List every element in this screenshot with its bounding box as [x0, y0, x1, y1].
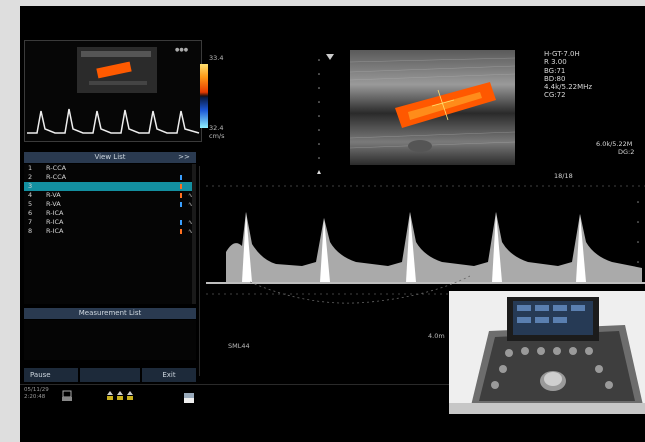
list-item[interactable]: 5 R-VA ∿ — [28, 200, 194, 208]
waveform-icon: ∿ — [188, 219, 194, 226]
spectral-doppler-waveform[interactable] — [206, 182, 645, 302]
frame-counter: 18/18 — [554, 172, 573, 180]
date-time: 05/11/29 2:20:48 — [24, 387, 49, 401]
image-parameters: H-GT-7.0H R 3.00 BG:71 BD:80 4.4k/5.22MH… — [544, 50, 593, 100]
storage-icon — [184, 393, 194, 403]
depth-label: 4.0m — [428, 332, 445, 340]
probe-status-icon — [107, 391, 133, 400]
color-indicator-icon — [180, 229, 182, 234]
color-indicator-icon — [180, 193, 182, 198]
color-scale-mid: 32.4 — [209, 124, 224, 132]
status-bar — [20, 384, 645, 409]
view-list-expand-icon[interactable]: >> — [178, 153, 190, 161]
date-text: 05/11/29 — [24, 387, 49, 393]
list-item[interactable]: 6 R-ICA — [28, 209, 64, 217]
list-item[interactable]: 2 R-CCA — [24, 173, 196, 182]
ultrasound-screen: ●●● 33.4 32.4 cm/s View List >> 1 R-CCA 2… — [20, 6, 645, 442]
blank-button[interactable] — [80, 368, 140, 382]
focus-marker-icon — [326, 54, 334, 60]
color-doppler-image[interactable] — [350, 50, 515, 165]
preview-thumbnail[interactable]: ●●● — [24, 40, 202, 142]
list-item-selected[interactable]: 3 — [24, 182, 196, 191]
panel-divider — [199, 166, 200, 376]
view-list-scrollbar[interactable] — [192, 164, 196, 304]
time-text: 2:20:48 — [24, 394, 46, 400]
exit-button[interactable]: Exit — [142, 368, 196, 382]
waveform-icon: ∿ — [188, 201, 194, 208]
color-indicator-icon — [180, 175, 182, 180]
list-item[interactable]: 1 R-CCA — [28, 164, 67, 172]
waveform-icon: ∿ — [188, 228, 194, 235]
measurement-list — [24, 320, 196, 360]
list-item[interactable]: 8 R-ICA ∿ — [28, 227, 194, 235]
list-item[interactable]: 7 R-ICA ∿ — [28, 218, 194, 226]
trace-curve — [250, 275, 470, 304]
color-indicator-icon — [180, 184, 182, 189]
waveform-icon: ∿ — [188, 192, 194, 199]
color-scale-unit: cm/s — [209, 132, 225, 140]
control-panel-photo — [449, 291, 645, 414]
measurement-list-header[interactable]: Measurement List — [24, 308, 196, 319]
doppler-parameters: 6.0k/5.22M DG:2 — [596, 140, 635, 156]
color-scale-bar — [200, 64, 208, 128]
probe-label: SML44 — [228, 342, 250, 350]
printer-icon[interactable] — [62, 390, 72, 402]
color-scale-top: 33.4 — [209, 54, 224, 62]
view-list: 1 R-CCA 2 R-CCA 3 4 R-VA ∿ 5 R-VA ∿ 6 R-ICA 7 R-… — [24, 164, 196, 304]
depth-scale — [317, 59, 321, 174]
svg-text:●●●: ●●● — [175, 47, 189, 53]
view-list-header[interactable]: View List — [24, 152, 196, 163]
color-indicator-icon — [180, 202, 182, 207]
pause-button[interactable]: Pause — [24, 368, 78, 382]
color-indicator-icon — [180, 220, 182, 225]
list-item[interactable]: 4 R-VA ∿ — [28, 191, 194, 199]
